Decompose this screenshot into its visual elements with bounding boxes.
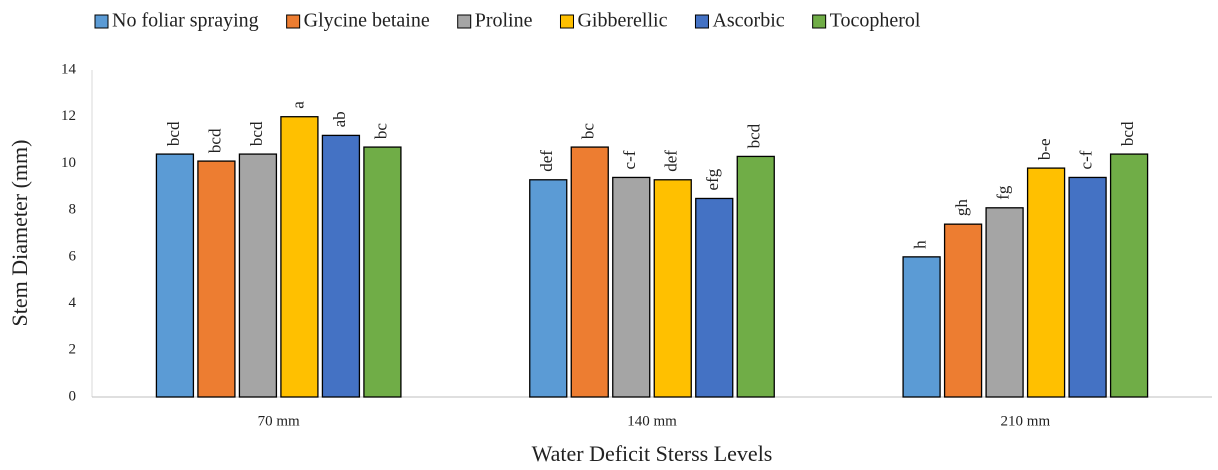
significance-letter: efg [703,168,722,190]
bar [238,153,278,398]
significance-letter: bcd [205,128,224,153]
x-axis-title: Water Deficit Sterss Levels [532,441,773,466]
significance-letter: def [662,150,681,172]
significance-letter: b-e [1035,138,1054,160]
bar [612,176,651,398]
bar [321,134,361,398]
bar [736,155,775,398]
bar [1026,167,1066,398]
legend-label: Glycine betaine [304,10,430,32]
bar [280,116,319,398]
legend-label: Proline [475,10,533,32]
bar [570,146,609,398]
y-tick-label: 4 [69,295,77,311]
y-tick-label: 8 [69,202,77,218]
legend-swatch [694,14,709,29]
legend-swatch [559,14,574,29]
bar [653,179,692,398]
legend-label: No foliar spraying [112,10,259,32]
legend-label: Tocopherol [830,10,921,32]
significance-letter: bcd [247,121,266,146]
y-tick-label: 2 [69,342,77,358]
bar [363,146,402,398]
bar [529,179,568,398]
y-axis-title: Stem Diameter (mm) [7,140,32,327]
bar [985,207,1024,398]
y-tick-label: 12 [61,108,76,124]
significance-letter: def [537,150,556,172]
significance-letter: bcd [1118,121,1137,146]
legend-swatch [94,14,109,29]
legend-swatch [286,14,301,29]
significance-letter: fg [993,185,1012,200]
significance-letter: c-f [1076,150,1095,169]
y-tick-label: 10 [61,155,76,171]
bar [155,153,195,398]
significance-letter: c-f [620,150,639,169]
bar [1068,176,1107,398]
significance-letter: bc [579,123,598,140]
significance-letter: h [910,240,929,249]
y-tick-label: 6 [69,248,77,264]
x-tick-label: 210 mm [1001,413,1051,429]
x-tick-label: 70 mm [258,413,300,429]
bar [695,197,734,398]
legend-swatch [457,14,472,29]
bar [197,160,236,398]
bar [902,256,941,398]
significance-letter: ab [330,111,349,127]
legend-label: Gibberellic [577,10,667,32]
x-tick-label: 140 mm [627,413,677,429]
legend-swatch [812,14,827,29]
significance-letter: a [288,101,307,109]
significance-letter: bcd [745,123,764,148]
y-tick-label: 0 [69,388,77,404]
bar [1109,153,1149,398]
significance-letter: gh [952,199,971,217]
bar [943,223,983,398]
legend-label: Ascorbic [712,10,784,32]
significance-letter: bc [371,123,390,140]
y-tick-label: 14 [61,61,77,77]
significance-letter: bcd [164,121,183,146]
